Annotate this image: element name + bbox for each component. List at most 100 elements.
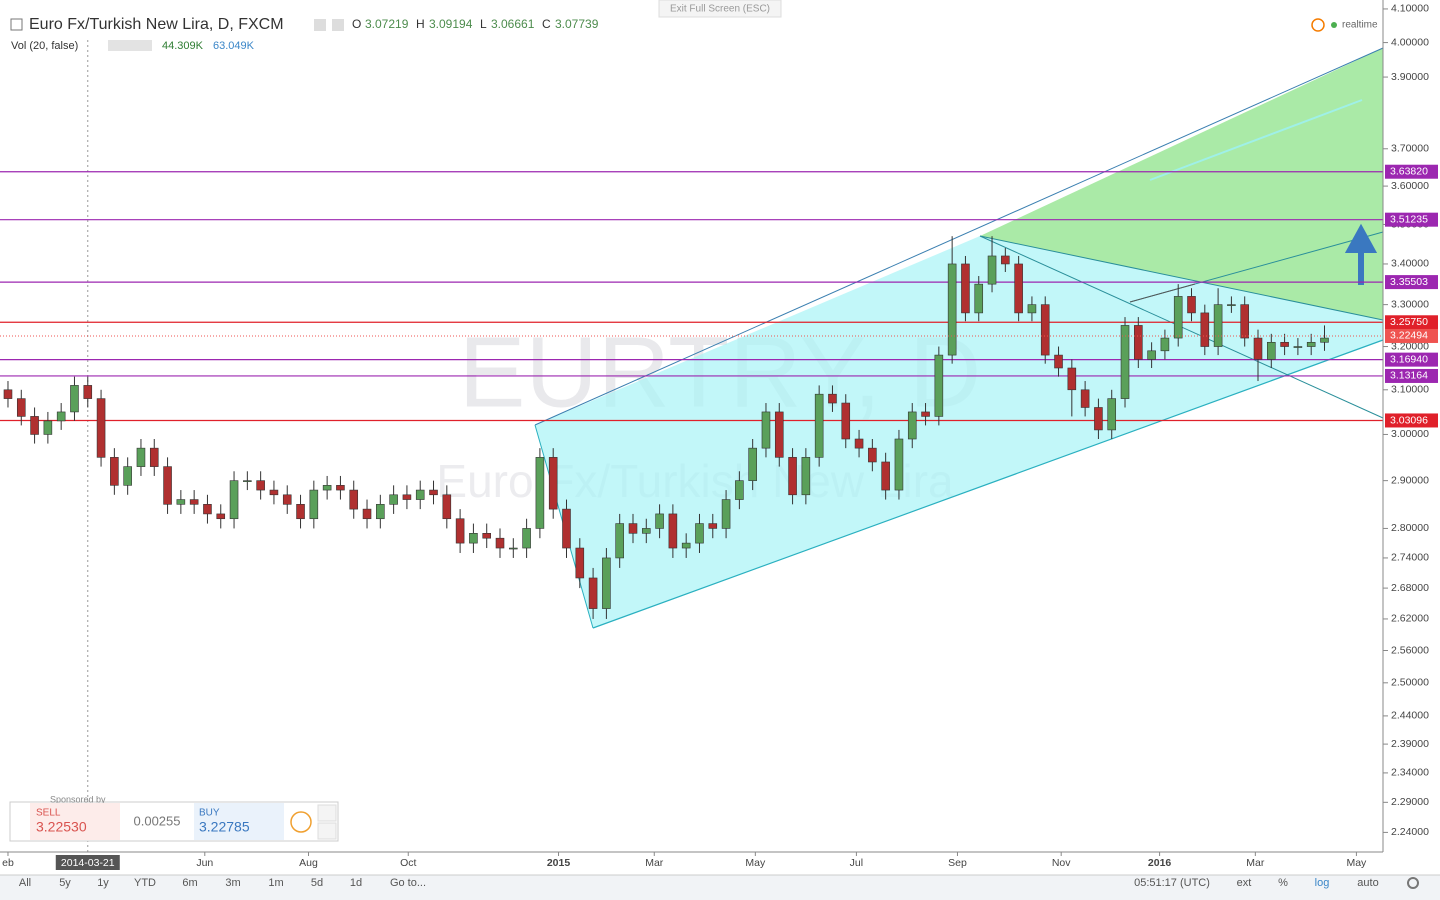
ohlc-key: C [542, 17, 551, 31]
x-tick-label: Sep [948, 857, 967, 869]
candle-body [1267, 341, 1276, 360]
range-button[interactable]: All [19, 877, 31, 889]
y-tick-label: 3.40000 [1391, 258, 1429, 270]
range-button[interactable]: 1d [350, 877, 362, 889]
zoom-out[interactable] [317, 822, 337, 840]
range-button[interactable]: 5d [311, 877, 323, 889]
candle-body [774, 411, 784, 458]
candle-body [269, 489, 279, 496]
y-tick-label: 3.30000 [1391, 298, 1429, 310]
candle-body [442, 494, 452, 520]
candle-body [1320, 337, 1329, 343]
trend-line [534, 47, 1384, 426]
candle-body [801, 457, 811, 496]
x-tick-label: Jul [850, 857, 863, 869]
y-tick-label: 2.74000 [1391, 552, 1429, 564]
candle-body [921, 411, 930, 417]
candle-body [3, 389, 13, 399]
candle-body [1054, 354, 1063, 369]
y-tick-label: 2.62000 [1391, 613, 1429, 625]
candle-body [322, 485, 332, 491]
zoom-in[interactable] [317, 804, 337, 822]
level-label: 3.03096 [1390, 414, 1428, 426]
range-button[interactable]: Go to... [390, 877, 426, 889]
exit-fullscreen-label: Exit Full Screen (ESC) [670, 4, 770, 15]
trade-panel: Sponsored by SELL 3.22530 0.00255 BUY 3.… [9, 794, 339, 842]
option-button[interactable]: log [1315, 877, 1330, 889]
collapse-icon[interactable] [10, 18, 23, 31]
candle-body [1213, 304, 1223, 347]
ohlc-value: 3.06661 [491, 17, 535, 31]
candle-body [841, 402, 851, 440]
candle-body [708, 523, 718, 529]
candle-body [389, 494, 398, 505]
indicator-icons[interactable] [108, 40, 152, 51]
level-badge [1385, 212, 1438, 227]
y-tick-label: 2.50000 [1391, 677, 1429, 689]
candle-body [1253, 337, 1263, 360]
candle-body [761, 411, 771, 449]
candle-body [189, 499, 199, 505]
y-tick-label: 4.00000 [1391, 36, 1429, 48]
range-button[interactable]: 1y [97, 877, 109, 889]
candle-body [934, 354, 944, 417]
candle-body [1014, 263, 1023, 314]
last-price-badge [1385, 328, 1438, 343]
candle-body [1027, 304, 1037, 314]
x-tick-label: 2016 [1148, 857, 1172, 869]
candle-body [1040, 304, 1050, 356]
status-dot [1331, 22, 1337, 28]
candle-body [1080, 389, 1090, 408]
candle-body [1227, 304, 1236, 306]
candle-body [229, 480, 239, 520]
level-badge [1385, 275, 1438, 290]
candle-body [788, 457, 797, 496]
range-button[interactable]: YTD [134, 877, 156, 889]
candle-body [615, 523, 624, 559]
option-button[interactable]: ext [1237, 877, 1252, 889]
x-tick-label: Oct [400, 857, 416, 869]
candle-body [1280, 341, 1289, 347]
candle-body [721, 499, 731, 529]
range-button[interactable]: 5y [59, 877, 71, 889]
info-icon[interactable] [290, 811, 312, 833]
candle-body [695, 523, 704, 544]
candle-body [429, 489, 438, 496]
candle-body [110, 457, 119, 486]
candle-body [362, 508, 372, 520]
candle-body [522, 528, 531, 549]
settings-icon[interactable] [332, 19, 344, 31]
crosshair-badge [55, 855, 120, 870]
crosshair-label: 2014-03-21 [61, 857, 115, 869]
alert-icon[interactable] [1311, 18, 1325, 32]
volume-value: 44.309K [162, 40, 204, 52]
candle-body [575, 547, 585, 579]
candle-body [814, 393, 824, 458]
trend-line [1149, 99, 1363, 181]
range-button[interactable]: 1m [268, 877, 283, 889]
y-tick-label: 2.68000 [1391, 582, 1429, 594]
candle-body [974, 283, 984, 314]
spread: 0.00255 [134, 813, 181, 828]
candle-body [894, 438, 904, 491]
sell-button[interactable] [30, 803, 120, 840]
candle-body [349, 489, 359, 510]
candle-body [641, 528, 651, 534]
option-button[interactable]: % [1278, 877, 1288, 889]
y-tick-label: 4.10000 [1391, 3, 1429, 15]
candle-body [495, 537, 505, 549]
range-button[interactable]: 3m [225, 877, 240, 889]
level-badge [1385, 413, 1438, 428]
candle-body [216, 513, 226, 520]
option-button[interactable]: auto [1357, 877, 1378, 889]
settings-icon[interactable] [314, 19, 326, 31]
range-button[interactable]: 6m [182, 877, 197, 889]
exit-fullscreen[interactable] [658, 0, 782, 18]
settings-button[interactable] [1407, 877, 1419, 889]
level-label: 3.13164 [1390, 370, 1428, 382]
buy-button[interactable] [194, 803, 284, 840]
candle-body [415, 489, 425, 500]
ohlc-key: O [352, 17, 361, 31]
y-tick-label: 2.56000 [1391, 644, 1429, 656]
